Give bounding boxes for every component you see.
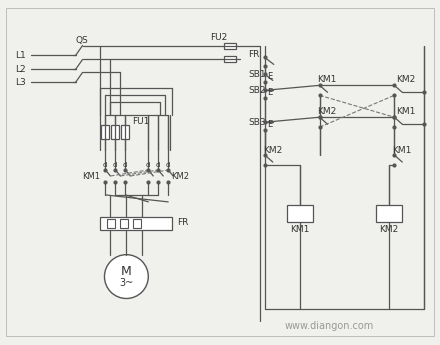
Bar [224,42,236,49]
Text: KM1: KM1 [396,107,416,116]
Text: d: d [122,162,127,168]
Bar [102,125,110,139]
Bar [133,219,141,228]
Bar [100,217,172,230]
Text: E: E [267,72,272,81]
Text: FR: FR [248,50,259,59]
Text: d: d [165,162,169,168]
Text: FU1: FU1 [132,117,150,126]
Text: L2: L2 [15,65,26,74]
Text: KM1: KM1 [392,146,412,155]
Text: E: E [267,88,272,97]
Text: L3: L3 [15,78,26,87]
Text: E: E [267,120,272,129]
Bar [121,219,128,228]
Text: FR: FR [177,218,189,227]
Text: KM1: KM1 [318,75,337,84]
Text: KM1: KM1 [83,172,101,181]
Text: www.diangon.com: www.diangon.com [285,322,374,332]
Text: KM2: KM2 [263,146,282,155]
Bar [107,219,115,228]
Text: L1: L1 [15,51,26,60]
Text: KM2: KM2 [396,75,415,84]
Text: KM2: KM2 [318,107,337,116]
Text: d: d [155,162,160,168]
Text: SB3: SB3 [248,118,265,127]
Bar [376,205,402,222]
Bar [111,125,119,139]
Text: d: d [145,162,150,168]
Text: FU2: FU2 [210,33,227,42]
Text: 3~: 3~ [119,278,133,287]
Text: SB1: SB1 [248,70,265,79]
Bar [287,205,313,222]
Text: M: M [121,265,132,278]
Text: SB2: SB2 [248,86,265,95]
Text: d: d [103,162,107,168]
Circle shape [104,255,148,298]
Bar [121,125,129,139]
Text: KM1: KM1 [290,225,309,234]
Bar [224,57,236,62]
Text: KM2: KM2 [379,225,399,234]
Text: KM2: KM2 [171,172,189,181]
Text: d: d [113,162,117,168]
Text: QS: QS [76,36,88,45]
